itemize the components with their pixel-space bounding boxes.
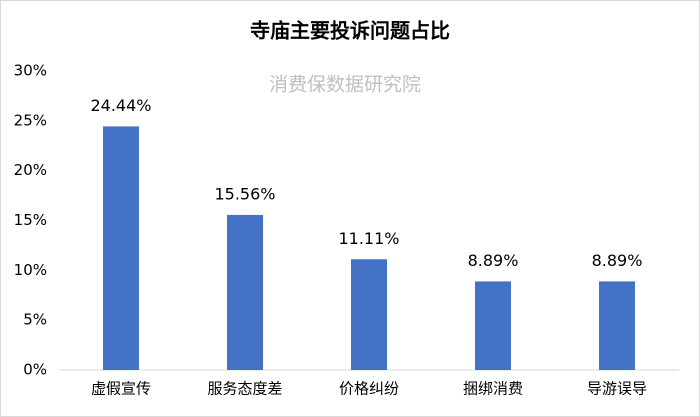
y-tick-label: 10% xyxy=(14,261,47,279)
bar xyxy=(227,214,263,370)
value-label: 8.89% xyxy=(468,251,519,270)
value-label: 8.89% xyxy=(592,251,643,270)
y-tick-label: 5% xyxy=(23,311,47,329)
y-tick-label: 15% xyxy=(14,211,47,229)
x-tick-label: 捆绑消费 xyxy=(463,380,523,398)
chart-subtitle: 消费保数据研究院 xyxy=(269,74,421,96)
y-tick-label: 30% xyxy=(14,62,47,80)
x-tick-label: 服务态度差 xyxy=(207,380,282,398)
x-tick-label: 导游误导 xyxy=(587,380,647,398)
value-label: 11.11% xyxy=(338,229,399,248)
chart-title: 寺庙主要投诉问题占比 xyxy=(250,19,450,43)
y-tick-label: 0% xyxy=(23,361,47,379)
bar xyxy=(351,259,387,370)
y-tick-label: 25% xyxy=(14,111,47,129)
x-tick-label: 价格纠纷 xyxy=(339,380,399,398)
bar xyxy=(475,281,511,370)
bar xyxy=(599,281,635,370)
value-label: 24.44% xyxy=(90,96,151,115)
bar xyxy=(103,126,139,370)
value-label: 15.56% xyxy=(214,184,275,203)
y-tick-label: 20% xyxy=(14,161,47,179)
x-tick-label: 虚假宣传 xyxy=(91,380,151,398)
